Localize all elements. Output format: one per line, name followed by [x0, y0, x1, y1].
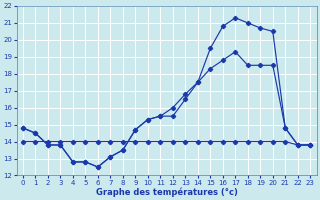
X-axis label: Graphe des températures (°c): Graphe des températures (°c): [96, 187, 237, 197]
